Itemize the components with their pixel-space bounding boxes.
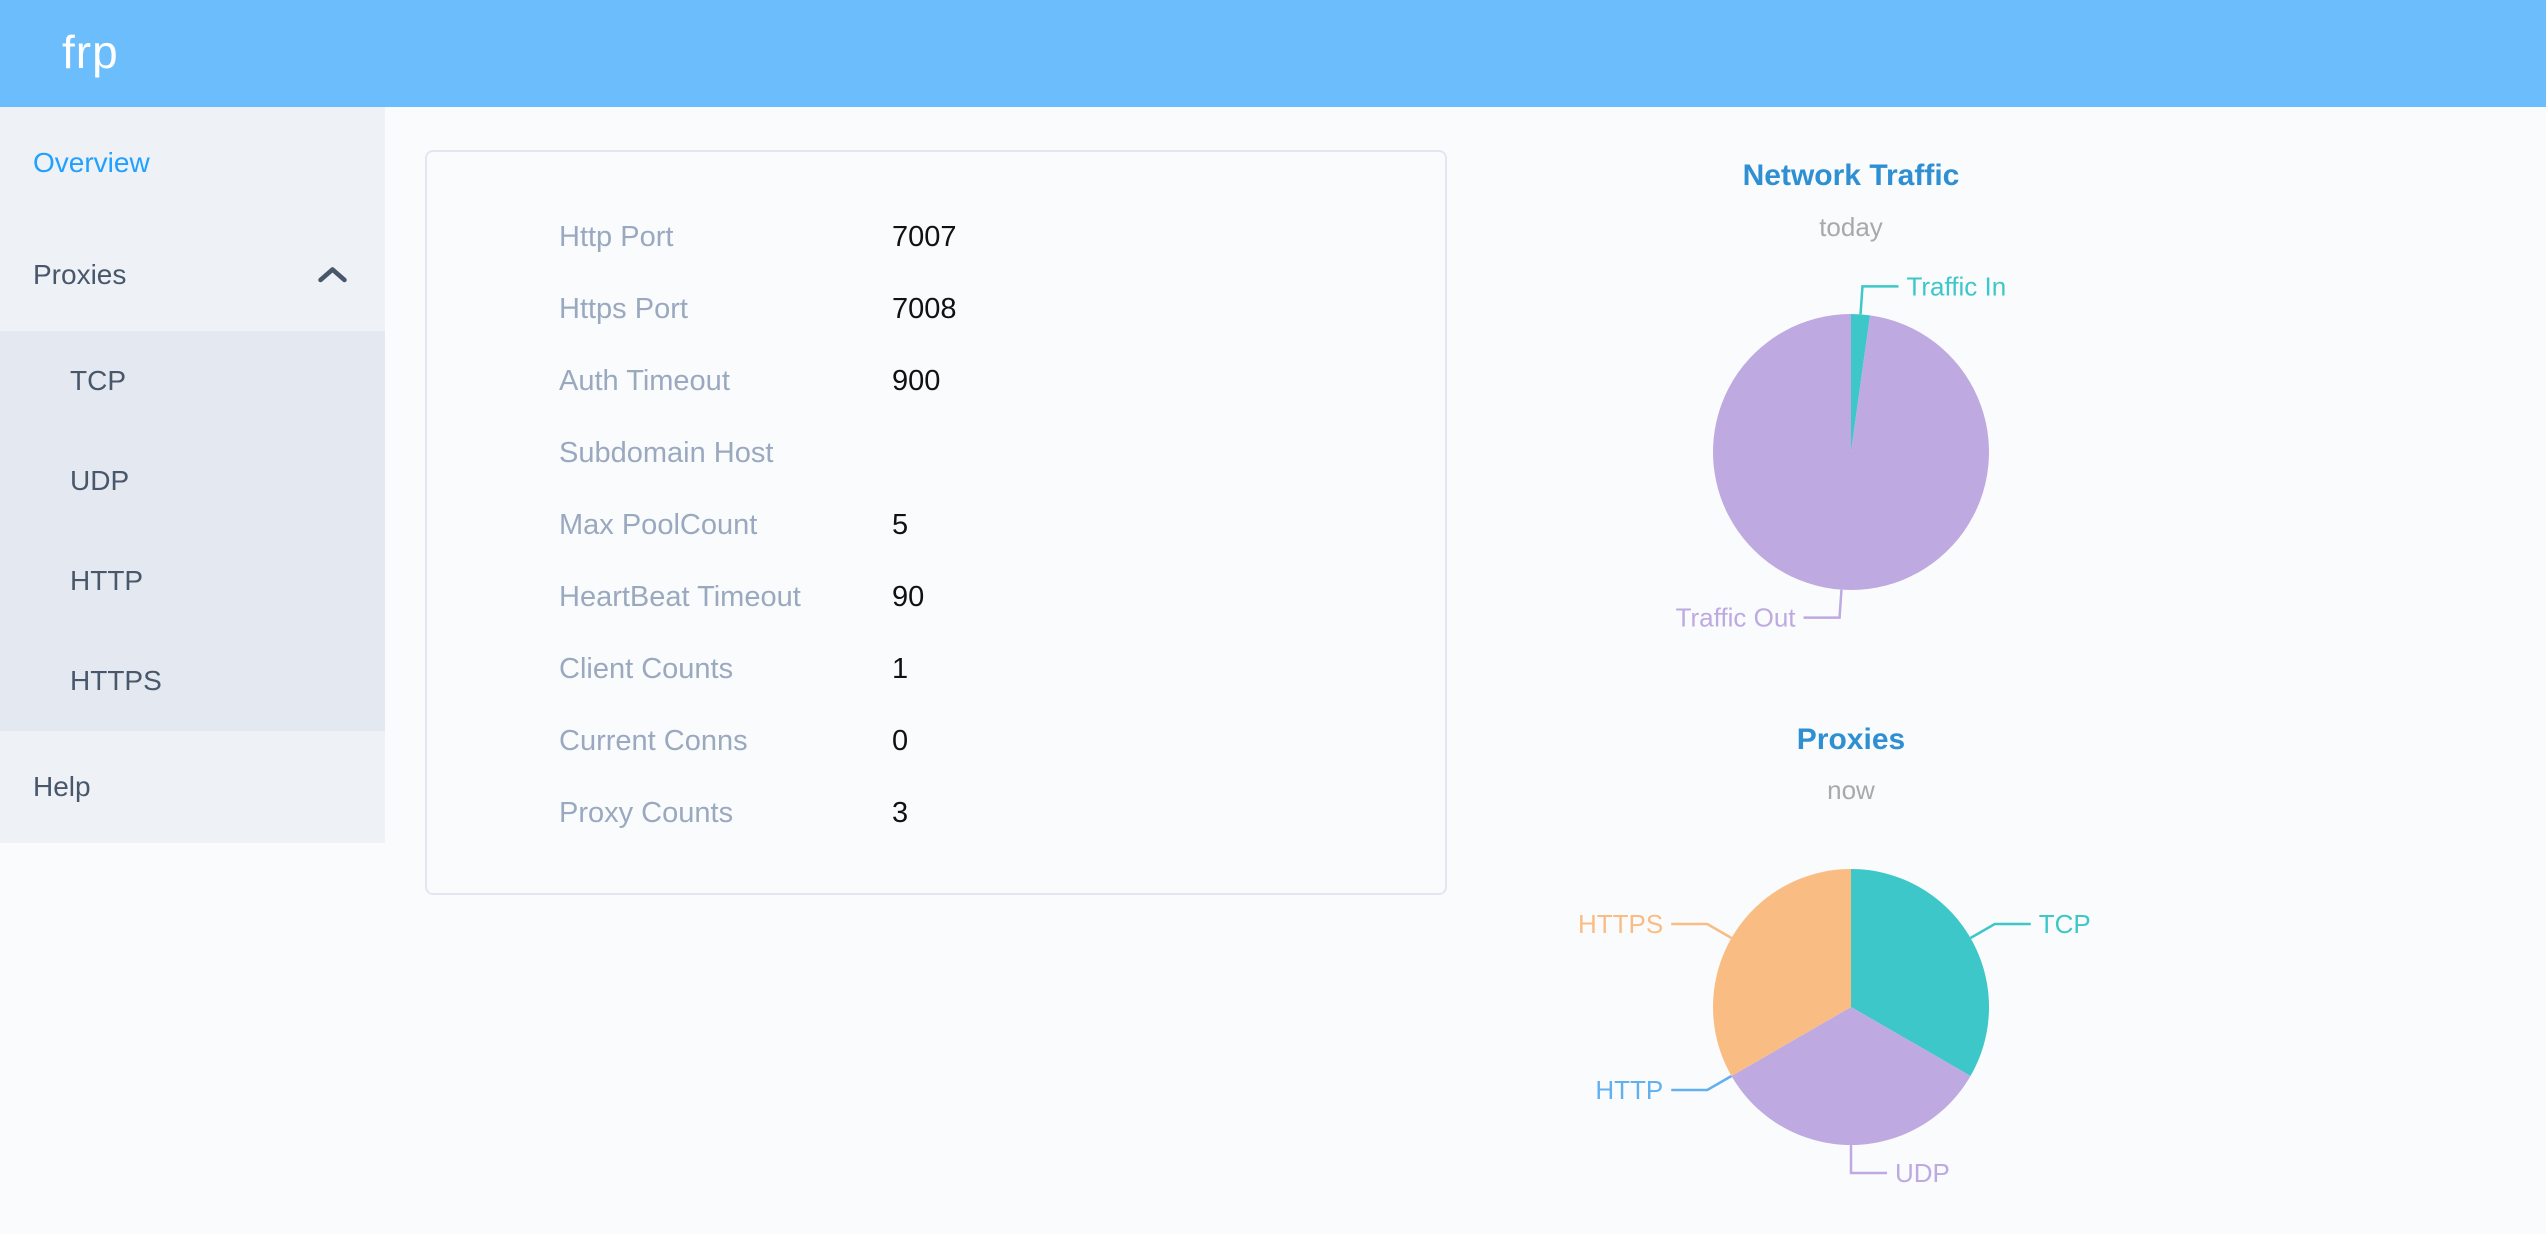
sidebar-item-https[interactable]: HTTPS: [0, 631, 385, 731]
info-row-https-port: Https Port 7008: [427, 273, 1445, 345]
pie-label-line-http: [1671, 1074, 1733, 1092]
info-value: 5: [892, 509, 909, 541]
info-row-http-port: Http Port 7007: [427, 201, 1445, 273]
pie-label-traffic-out: Traffic Out: [1676, 603, 1797, 633]
pie-label-line-udp: [1849, 1145, 1887, 1175]
info-row-current-conns: Current Conns 0: [427, 705, 1445, 777]
info-label: Auth Timeout: [559, 365, 730, 397]
info-row-proxy-counts: Proxy Counts 3: [427, 777, 1445, 849]
network-traffic-chart-subtitle: today: [1819, 212, 1883, 242]
app-logo: frp: [62, 26, 119, 78]
chevron-up-icon[interactable]: [318, 267, 347, 283]
pie-label-line-traffic-in: [1859, 285, 1899, 315]
pie-label-udp: UDP: [1895, 1158, 1950, 1188]
info-value: 1: [892, 653, 909, 685]
info-row-client-counts: Client Counts 1: [427, 633, 1445, 705]
sidebar-item-help[interactable]: Help: [0, 731, 385, 843]
sidebar-item-http-label: HTTP: [70, 565, 144, 596]
pie-label-traffic-in: Traffic In: [1906, 271, 2006, 301]
sidebar-item-http[interactable]: HTTP: [0, 531, 385, 631]
info-value: 7007: [892, 221, 957, 253]
pie-label-line-tcp: [1969, 922, 2031, 940]
pie-slice-traffic-out[interactable]: [1712, 314, 1989, 590]
sidebar-item-proxies-label: Proxies: [33, 259, 127, 290]
info-value: 90: [892, 581, 925, 613]
network-traffic-chart: Network Traffic today Traffic In Traffic …: [1448, 110, 2254, 670]
pie-slice-https[interactable]: [1713, 869, 1851, 1076]
proxies-chart-subtitle: now: [1827, 775, 1875, 805]
pie-label-tcp: TCP: [2039, 909, 2091, 939]
info-label: Current Conns: [559, 725, 748, 757]
info-value: 0: [892, 725, 909, 757]
pie-slice-traffic-in[interactable]: [1851, 314, 1871, 452]
pie-label-line-https: [1671, 922, 1733, 940]
info-row-subdomain-host: Subdomain Host: [427, 417, 1445, 489]
proxies-chart-title: Proxies: [1796, 723, 1906, 756]
sidebar-submenu-proxies: TCP UDP HTTP HTTPS: [0, 331, 385, 731]
info-label: Client Counts: [559, 653, 734, 685]
info-row-auth-timeout: Auth Timeout 900: [427, 345, 1445, 417]
proxies-chart: Proxies now TCP UDP HTTP HTTPS: [1448, 690, 2254, 1234]
sidebar-item-udp[interactable]: UDP: [0, 431, 385, 531]
info-value: 7008: [892, 293, 957, 325]
pie-label-https: HTTPS: [1578, 909, 1663, 939]
sidebar: Overview Proxies TCP UDP HTTP HTTPS Help: [0, 107, 385, 843]
info-label: Subdomain Host: [559, 437, 774, 469]
network-traffic-pie: Traffic In Traffic Out: [1676, 271, 2007, 633]
sidebar-item-help-label: Help: [33, 771, 91, 802]
network-traffic-chart-title: Network Traffic: [1742, 159, 1960, 192]
info-row-heartbeat-timeout: HeartBeat Timeout 90: [427, 561, 1445, 633]
sidebar-item-udp-label: UDP: [70, 465, 130, 496]
info-row-max-poolcount: Max PoolCount 5: [427, 489, 1445, 561]
sidebar-item-tcp-label: TCP: [70, 365, 126, 396]
info-label: Https Port: [559, 293, 688, 325]
server-info-card: Http Port 7007 Https Port 7008 Auth Time…: [425, 150, 1447, 895]
info-value: 900: [892, 365, 941, 397]
info-label: Http Port: [559, 221, 674, 253]
pie-label-http: HTTP: [1595, 1075, 1663, 1105]
pie-slice-udp[interactable]: [1731, 1007, 1971, 1145]
pie-label-line-traffic-out: [1803, 589, 1843, 619]
sidebar-item-https-label: HTTPS: [70, 665, 162, 696]
sidebar-item-overview-label: Overview: [33, 147, 150, 178]
app-header: frp: [0, 0, 2546, 107]
info-label: HeartBeat Timeout: [559, 581, 801, 613]
sidebar-item-proxies[interactable]: Proxies: [0, 219, 385, 331]
sidebar-item-tcp[interactable]: TCP: [0, 331, 385, 431]
pie-slice-tcp[interactable]: [1851, 869, 1989, 1076]
sidebar-item-overview[interactable]: Overview: [0, 107, 385, 219]
info-label: Proxy Counts: [559, 797, 734, 829]
info-value: 3: [892, 797, 909, 829]
proxies-pie: TCP UDP HTTP HTTPS: [1578, 869, 2091, 1188]
info-label: Max PoolCount: [559, 509, 758, 541]
